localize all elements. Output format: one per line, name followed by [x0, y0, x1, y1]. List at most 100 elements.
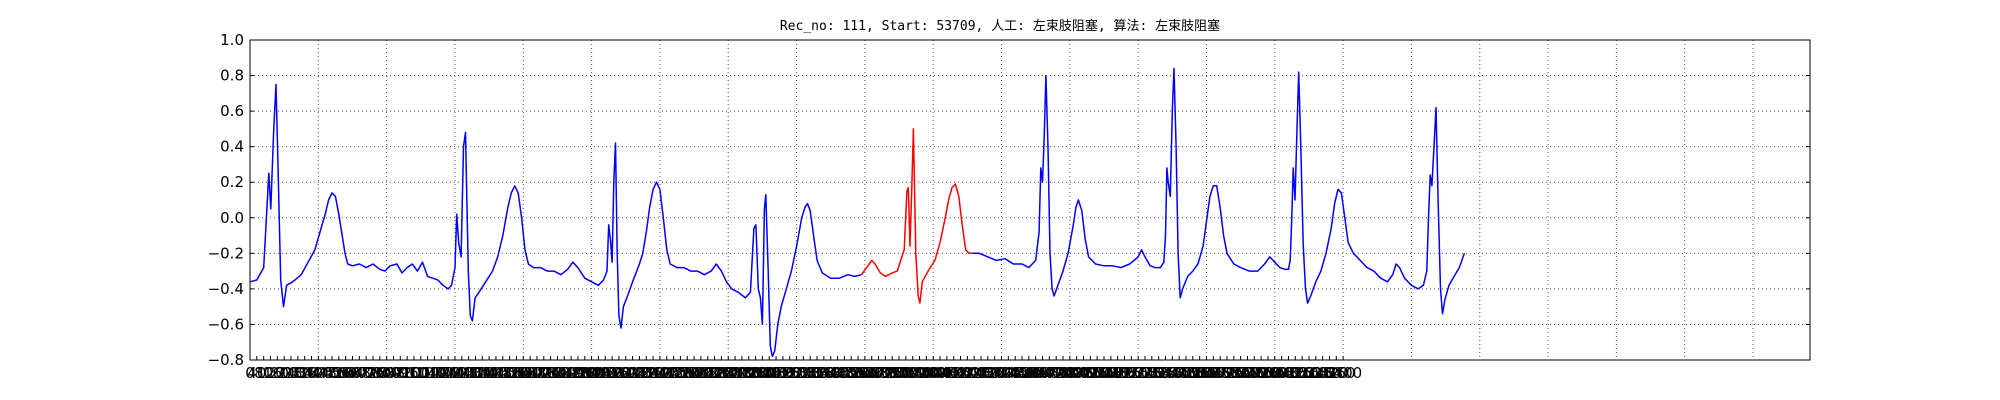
- x-tick-label: 720: [359, 364, 388, 382]
- series-layer: [249, 67, 1466, 358]
- x-tick-label: 3720: [866, 364, 904, 382]
- x-tick-label: 3960: [907, 364, 945, 382]
- y-tick-label: 0.8: [220, 67, 244, 85]
- x-tick-label: 6160: [1283, 364, 1321, 382]
- x-tick-label: 200: [270, 364, 299, 382]
- x-tick-label: 3040: [750, 364, 788, 382]
- x-tick-label: 4800: [1051, 364, 1089, 382]
- x-tick-label: 5680: [1201, 364, 1239, 382]
- x-tick-label: 880: [386, 364, 415, 382]
- x-tick-label: 3680: [859, 364, 897, 382]
- x-tick-label: 3600: [846, 364, 884, 382]
- x-tick-label: 3840: [887, 364, 925, 382]
- y-tick-label: −0.2: [208, 244, 244, 262]
- x-tick-label: 3240: [784, 364, 822, 382]
- x-tick-label: 3160: [771, 364, 809, 382]
- x-axis: 0408012016020024028032036040044048052056…: [245, 356, 1362, 382]
- x-tick-label: 1720: [525, 364, 563, 382]
- x-tick-label: 960: [400, 364, 429, 382]
- x-tick-label: 4440: [989, 364, 1027, 382]
- x-tick-label: 2640: [682, 364, 720, 382]
- x-tick-label: 1120: [422, 364, 460, 382]
- x-tick-label: 5200: [1119, 364, 1157, 382]
- x-tick-label: 5040: [1092, 364, 1130, 382]
- x-tick-label: 5560: [1181, 364, 1219, 382]
- x-tick-label: 2320: [627, 364, 665, 382]
- x-tick-label: 2920: [730, 364, 768, 382]
- plot-frame: [249, 39, 1811, 361]
- x-tick-label: 1360: [463, 364, 501, 382]
- ecg-series-3: [972, 67, 1466, 315]
- x-tick-label: 120: [256, 364, 285, 382]
- x-tick-label: 2200: [607, 364, 645, 382]
- x-tick-label: 2160: [600, 364, 638, 382]
- y-tick-label: −0.4: [208, 280, 244, 298]
- x-tick-label: 1000: [402, 364, 440, 382]
- x-tick-label: 1960: [566, 364, 604, 382]
- x-tick-label: 4680: [1030, 364, 1068, 382]
- x-tick-label: 5720: [1208, 364, 1246, 382]
- x-tick-label: 4520: [1003, 364, 1041, 382]
- x-tick-label: 2720: [695, 364, 733, 382]
- x-tick-label: 2440: [648, 364, 686, 382]
- x-tick-label: 920: [393, 364, 422, 382]
- x-tick-label: 80: [254, 364, 273, 382]
- x-tick-label: 5320: [1140, 364, 1178, 382]
- x-tick-label: 480: [318, 364, 347, 382]
- x-tick-label: 6000: [1256, 364, 1294, 382]
- x-tick-label: 440: [311, 364, 340, 382]
- x-tick-label: 3560: [839, 364, 877, 382]
- x-tick-label: 6280: [1304, 364, 1342, 382]
- x-tick-label: 1640: [511, 364, 549, 382]
- y-tick-label: −0.8: [208, 351, 244, 369]
- x-tick-label: 2680: [689, 364, 727, 382]
- x-tick-label: 6080: [1269, 364, 1307, 382]
- x-tick-label: 3640: [853, 364, 891, 382]
- x-tick-label: 2120: [593, 364, 631, 382]
- x-tick-label: 640: [345, 364, 374, 382]
- x-tick-label: 4280: [962, 364, 1000, 382]
- x-tick-label: 3440: [818, 364, 856, 382]
- x-tick-label: 1880: [552, 364, 590, 382]
- y-tick-label: 1.0: [220, 31, 244, 49]
- x-tick-label: 2760: [702, 364, 740, 382]
- x-tick-label: 5880: [1235, 364, 1273, 382]
- x-tick-label: 4000: [914, 364, 952, 382]
- y-tick-label: 0.2: [220, 173, 244, 191]
- x-tick-label: 3480: [825, 364, 863, 382]
- y-tick-label: 0.6: [220, 102, 244, 120]
- ecg-series-1: [249, 83, 862, 358]
- x-tick-label: 4200: [948, 364, 986, 382]
- x-tick-label: 1040: [409, 364, 447, 382]
- x-tick-label: 4640: [1023, 364, 1061, 382]
- x-tick-label: 6320: [1310, 364, 1348, 382]
- x-tick-label: 1520: [491, 364, 529, 382]
- x-tick-label: 6200: [1290, 364, 1328, 382]
- x-tick-label: 1760: [532, 364, 570, 382]
- x-tick-label: 6240: [1297, 364, 1335, 382]
- x-tick-label: 2880: [723, 364, 761, 382]
- x-tick-label: 840: [379, 364, 408, 382]
- x-tick-label: 6360: [1317, 364, 1355, 382]
- x-tick-label: 560: [331, 364, 360, 382]
- x-tick-label: 2840: [716, 364, 754, 382]
- x-tick-label: 2960: [736, 364, 774, 382]
- x-tick-label: 5760: [1215, 364, 1253, 382]
- x-tick-label: 3880: [894, 364, 932, 382]
- x-tick-label: 4480: [996, 364, 1034, 382]
- x-tick-label: 4920: [1071, 364, 1109, 382]
- x-tick-label: 600: [338, 364, 367, 382]
- x-tick-label: 1200: [436, 364, 474, 382]
- x-tick-label: 1080: [415, 364, 453, 382]
- x-tick-label: 1400: [470, 364, 508, 382]
- x-tick-label: 5520: [1174, 364, 1212, 382]
- x-tick-label: 2080: [586, 364, 624, 382]
- x-tick-label: 760: [365, 364, 394, 382]
- x-tick-label: 360: [297, 364, 326, 382]
- x-tick-label: 1840: [545, 364, 583, 382]
- x-tick-label: 4160: [941, 364, 979, 382]
- x-tick-label: 4960: [1078, 364, 1116, 382]
- x-tick-label: 5400: [1153, 364, 1191, 382]
- x-tick-label: 1280: [450, 364, 488, 382]
- x-tick-label: 5080: [1099, 364, 1137, 382]
